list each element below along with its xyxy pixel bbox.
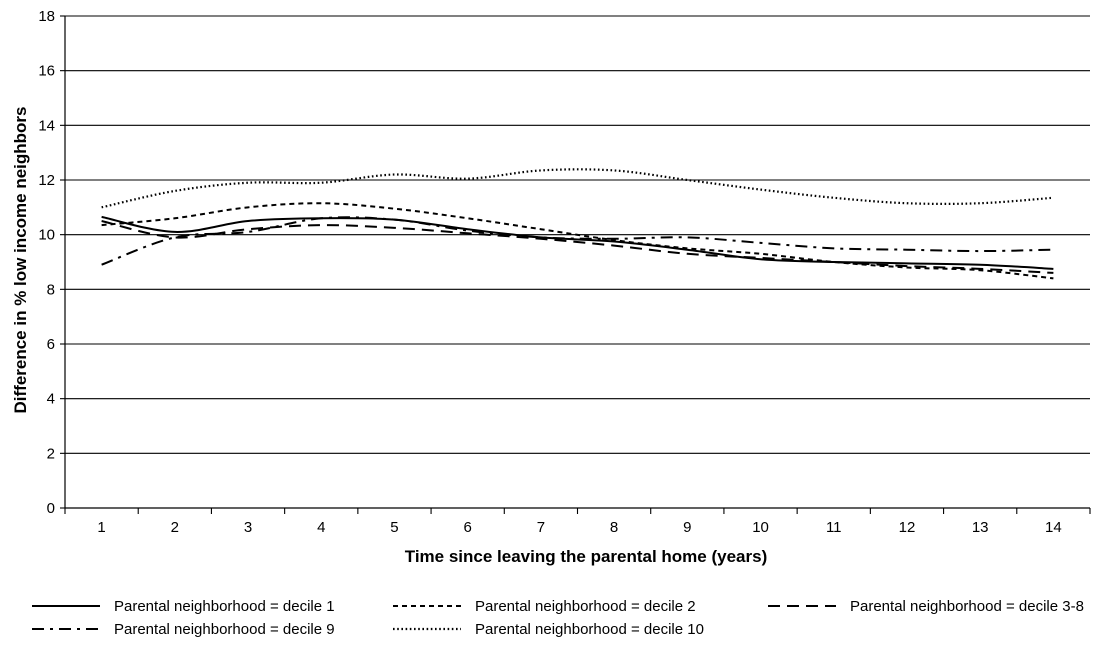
x-tick-label: 12 [899, 519, 916, 536]
y-tick-label: 14 [38, 117, 55, 134]
y-tick-label: 10 [38, 227, 55, 244]
y-tick-label: 2 [47, 445, 55, 462]
legend-item-1: Parental neighborhood = decile 1 [32, 598, 335, 615]
legend-item-3: Parental neighborhood = decile 3-8 [768, 598, 1084, 615]
x-axis-title: Time since leaving the parental home (ye… [405, 547, 768, 566]
x-tick-label: 5 [390, 519, 398, 536]
x-tick-label: 1 [97, 519, 105, 536]
y-tick-label: 6 [47, 336, 55, 353]
x-tick-label: 2 [171, 519, 179, 536]
axes [64, 16, 1091, 514]
x-tick-label: 6 [464, 519, 472, 536]
legend-item-2: Parental neighborhood = decile 2 [393, 598, 696, 615]
gridlines [60, 15, 1090, 509]
series-line-4 [101, 216, 1054, 266]
y-axis-title: Difference in % low income neighbors [11, 107, 30, 414]
x-tick-label: 8 [610, 519, 618, 536]
x-tick-label: 4 [317, 519, 325, 536]
y-tick-label: 16 [38, 63, 55, 80]
series-line-1 [101, 215, 1054, 270]
x-tick-label: 10 [752, 519, 769, 536]
x-tick-label: 13 [972, 519, 989, 536]
series-line-5 [101, 168, 1054, 209]
legend-label: Parental neighborhood = decile 9 [114, 621, 335, 638]
y-tick-label: 4 [47, 391, 55, 408]
x-tick-label: 14 [1045, 519, 1062, 536]
x-tick-label: 11 [826, 519, 842, 536]
series-line-2 [101, 202, 1054, 280]
legend-item-5: Parental neighborhood = decile 10 [393, 621, 704, 638]
legend-label: Parental neighborhood = decile 2 [475, 598, 696, 615]
x-tick-label: 9 [683, 519, 691, 536]
legend-label: Parental neighborhood = decile 10 [475, 621, 704, 638]
legend-label: Parental neighborhood = decile 3-8 [850, 598, 1084, 615]
y-tick-label: 8 [47, 281, 55, 298]
x-tick-label: 3 [244, 519, 252, 536]
y-tick-label: 0 [47, 500, 55, 517]
series-line-3 [101, 220, 1054, 274]
series-lines [101, 168, 1054, 280]
legend: Parental neighborhood = decile 1 Parental… [32, 598, 1084, 638]
legend-item-4: Parental neighborhood = decile 9 [32, 621, 335, 638]
y-tick-label: 18 [38, 8, 55, 25]
y-tick-label: 12 [38, 172, 55, 189]
x-tick-label: 7 [537, 519, 545, 536]
legend-label: Parental neighborhood = decile 1 [114, 598, 335, 615]
